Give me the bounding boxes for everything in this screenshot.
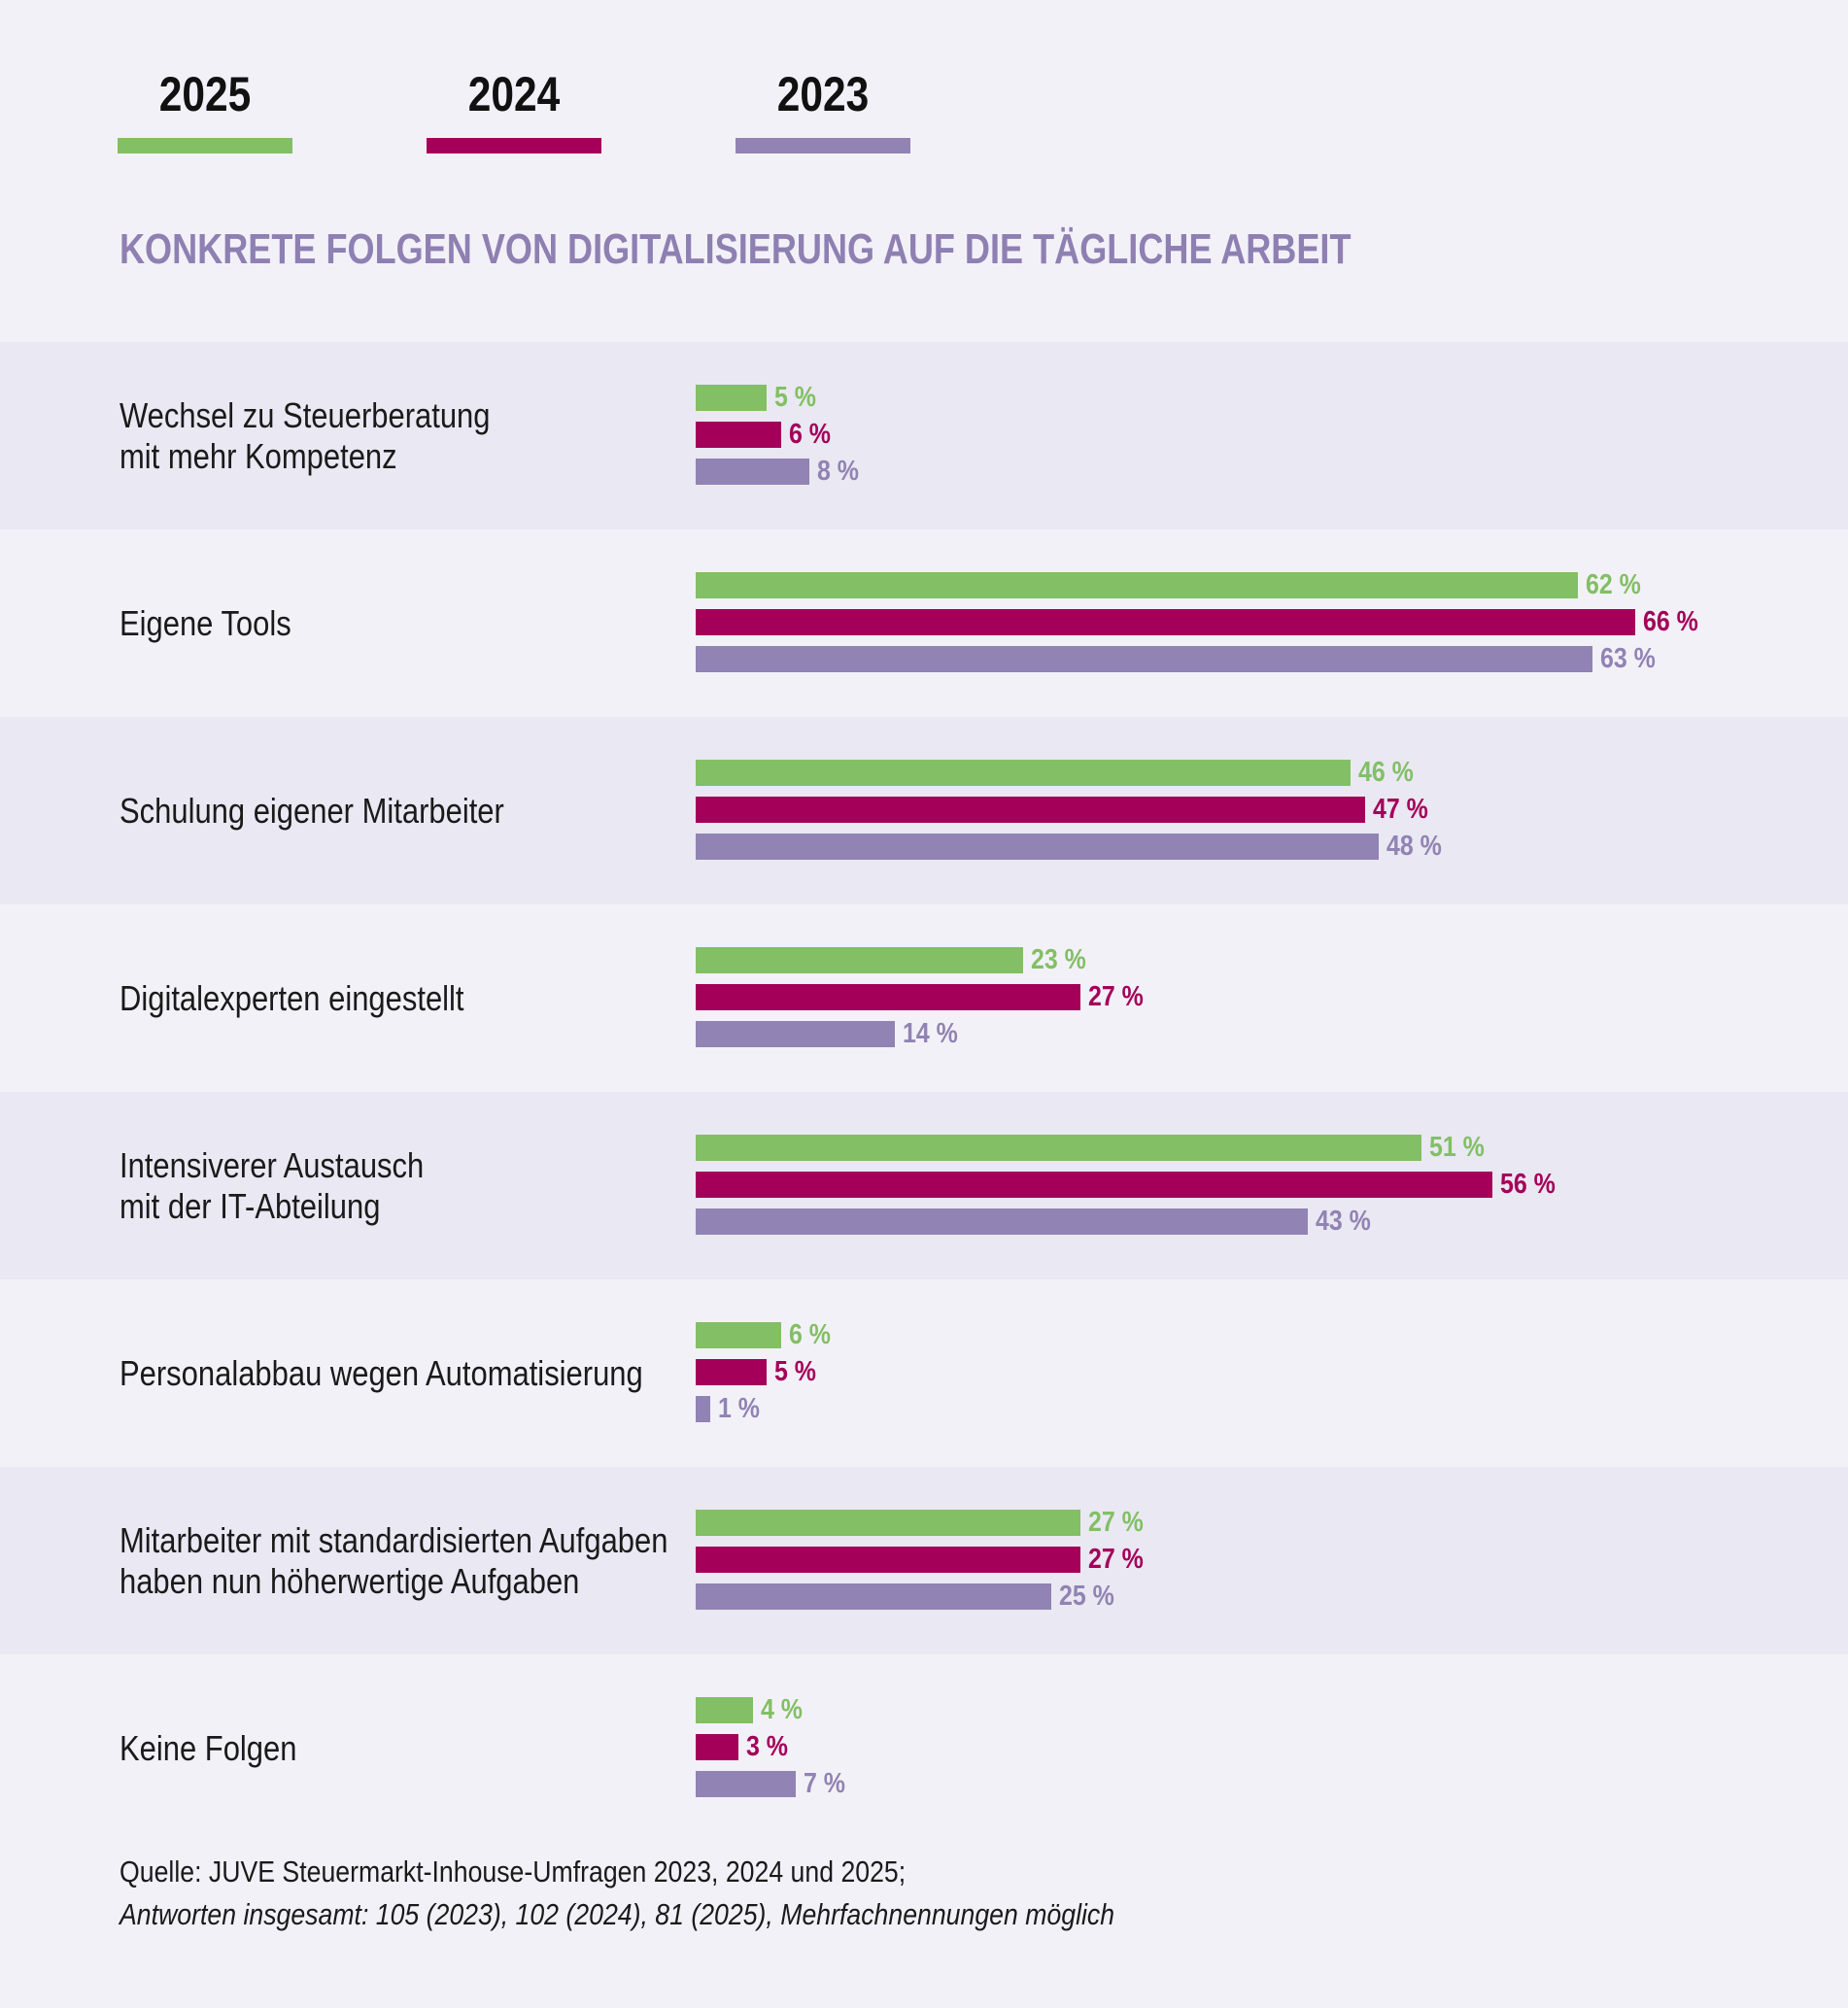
category-row: Schulung eigener Mitarbeiter 46 % 47 % 48 % [0,717,1848,904]
bar-2025 [696,1510,1080,1536]
bar-2023 [696,1396,710,1422]
bar-2025 [696,385,768,411]
legend-swatch [427,138,601,153]
bar-2023 [696,459,810,485]
data-label-2024: 47 % [1372,794,1428,825]
data-label-2023: 7 % [803,1768,845,1799]
category-row: Eigene Tools 62 % 66 % 63 % [0,529,1848,717]
source-note: Quelle: JUVE Steuermarkt-Inhouse-Umfrage… [120,1851,1540,1936]
legend: 2025 2024 2023 [118,60,992,157]
bar-2024 [696,1734,738,1760]
data-label-2025: 62 % [1586,569,1642,600]
category-label: Intensiverer Austausch mit der IT-Abteil… [120,1144,425,1226]
data-label-2024: 5 % [774,1356,817,1387]
chart-title: KONKRETE FOLGEN VON DIGITALISIERUNG AUF … [120,225,1352,273]
bar-2024 [696,609,1635,635]
data-label-2024: 66 % [1642,606,1698,637]
bar-2024 [696,1359,768,1385]
category-row: Digitalexperten eingestellt 23 % 27 % 14 % [0,904,1848,1092]
category-row: Intensiverer Austausch mit der IT-Abteil… [0,1092,1848,1279]
data-label-2025: 51 % [1429,1132,1485,1163]
category-label: Eigene Tools [120,602,291,643]
data-label-2025: 23 % [1030,944,1086,975]
bar-2023 [696,1583,1052,1610]
bar-chart: Wechsel zu Steuerberatung mit mehr Kompe… [0,342,1848,1842]
bar-2024 [696,984,1080,1010]
bar-2025 [696,947,1023,973]
data-label-2023: 48 % [1386,831,1443,862]
data-label-2025: 46 % [1357,757,1414,788]
legend-label: 2023 [776,67,870,121]
category-label: Mitarbeiter mit standardisierten Aufgabe… [120,1519,668,1601]
data-label-2024: 3 % [745,1731,788,1762]
bar-2025 [696,760,1351,786]
category-row: Wechsel zu Steuerberatung mit mehr Kompe… [0,342,1848,529]
bar-2025 [696,1697,753,1723]
bar-2024 [696,422,781,448]
bar-2023 [696,646,1592,672]
bar-2025 [696,1135,1422,1161]
bar-2024 [696,1547,1080,1573]
data-label-2023: 14 % [903,1018,958,1049]
data-label-2024: 27 % [1087,1544,1144,1575]
category-row: Personalabbau wegen Automatisierung 6 % 5 … [0,1279,1848,1467]
bar-2024 [696,1172,1493,1198]
category-row: Mitarbeiter mit standardisierten Aufgabe… [0,1467,1848,1654]
legend-label: 2025 [158,67,252,121]
legend-swatch [118,138,292,153]
data-label-2023: 43 % [1315,1206,1371,1237]
legend-swatch [736,138,910,153]
bar-2023 [696,1021,896,1047]
data-label-2025: 27 % [1087,1507,1144,1538]
data-label-2023: 25 % [1059,1581,1115,1612]
bar-2025 [696,1322,781,1348]
data-label-2023: 8 % [817,456,860,487]
data-label-2024: 6 % [788,419,831,450]
bar-2024 [696,797,1365,823]
legend-label: 2024 [467,67,561,121]
data-label-2025: 4 % [760,1694,803,1725]
legend-item-2024: 2024 [427,60,601,153]
data-label-2024: 56 % [1500,1169,1557,1200]
category-label: Wechsel zu Steuerberatung mit mehr Kompe… [120,394,491,476]
bar-2025 [696,572,1579,598]
bar-2023 [696,1771,796,1797]
category-label: Personalabbau wegen Automatisierung [120,1352,643,1393]
legend-item-2023: 2023 [736,60,910,153]
category-label: Schulung eigener Mitarbeiter [120,790,504,831]
data-label-2025: 5 % [774,382,817,413]
data-label-2025: 6 % [788,1319,831,1350]
category-label: Keine Folgen [120,1727,297,1768]
legend-item-2025: 2025 [118,60,292,153]
category-row: Keine Folgen 4 % 3 % 7 % [0,1654,1848,1842]
source-line: Quelle: JUVE Steuermarkt-Inhouse-Umfrage… [120,1855,907,1889]
bar-2023 [696,1208,1308,1235]
data-label-2024: 27 % [1087,981,1144,1012]
category-label: Digitalexperten eingestellt [120,977,464,1018]
data-label-2023: 63 % [1599,643,1656,674]
data-label-2023: 1 % [717,1393,760,1424]
bar-2023 [696,834,1380,860]
responses-note: Antworten insgesamt: 105 (2023), 102 (20… [120,1897,1115,1931]
